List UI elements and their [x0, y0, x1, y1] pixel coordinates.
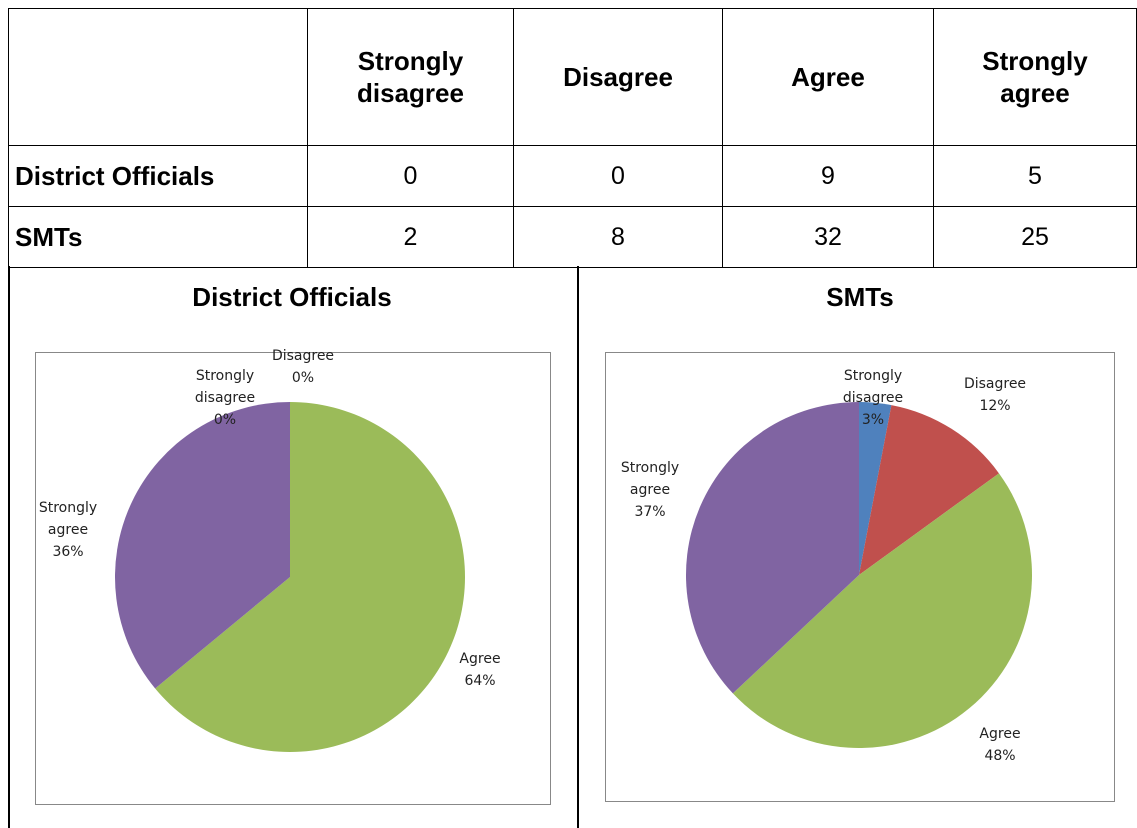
slice-category: Strongly agree — [620, 460, 680, 498]
slice-category: Agree — [979, 726, 1021, 742]
slice-category: Disagree — [963, 376, 1027, 392]
table-row: SMTs 2 8 32 25 — [8, 206, 1137, 268]
divider — [8, 266, 10, 828]
row-label: SMTs — [8, 206, 308, 268]
pie-slice — [685, 402, 859, 694]
header-text: Agree — [791, 62, 865, 92]
slice-value: 0% — [213, 412, 237, 428]
pie-slice — [859, 405, 999, 575]
slice-category: Agree — [459, 651, 501, 667]
chart-frame — [605, 352, 1115, 802]
corner-cell — [8, 8, 308, 146]
chart-title: SMTs — [826, 282, 894, 312]
slice-category: Strongly disagree — [842, 368, 904, 406]
chart-title: District Officials — [192, 282, 392, 312]
slice-label: Agree 64% — [440, 648, 520, 692]
slice-value: 3% — [861, 412, 885, 428]
slice-category: Strongly disagree — [194, 368, 256, 406]
cell: 0 — [307, 145, 514, 207]
divider — [577, 266, 579, 828]
header-text: Strongly agree — [982, 46, 1088, 108]
slice-value: 36% — [52, 544, 84, 560]
slice-value: 0% — [291, 370, 315, 386]
slice-label: Disagree 0% — [263, 345, 343, 389]
pie-slice — [732, 473, 1033, 749]
table-row: District Officials 0 0 9 5 — [8, 145, 1137, 207]
slice-value: 12% — [979, 398, 1011, 414]
slice-label: Strongly agree 36% — [28, 497, 108, 563]
pie-slice — [155, 402, 465, 752]
slice-label: Agree 48% — [960, 723, 1040, 767]
cell: 8 — [513, 206, 723, 268]
cell: 2 — [307, 206, 514, 268]
cell: 5 — [933, 145, 1137, 207]
cell: 25 — [933, 206, 1137, 268]
slice-label: Strongly disagree 3% — [833, 365, 913, 431]
header-cell: Disagree — [513, 8, 723, 146]
cell: 32 — [722, 206, 934, 268]
pie-slice — [115, 402, 290, 689]
slice-label: Strongly agree 37% — [610, 457, 690, 523]
slice-label: Disagree 12% — [955, 373, 1035, 417]
header-text: Strongly disagree — [357, 46, 464, 108]
pie-slice — [859, 402, 892, 575]
chart-frame — [35, 352, 551, 805]
slice-category: Disagree — [271, 348, 335, 364]
slice-label: Strongly disagree 0% — [180, 365, 270, 431]
header-text: Disagree — [563, 62, 673, 92]
row-label: District Officials — [8, 145, 308, 207]
slice-value: 37% — [634, 504, 666, 520]
slice-category: Strongly agree — [38, 500, 98, 538]
slice-value: 48% — [984, 748, 1016, 764]
slice-value: 64% — [464, 673, 496, 689]
header-cell: Strongly agree — [933, 8, 1137, 146]
data-table: Strongly disagree Disagree Agree Strongl… — [8, 8, 1137, 268]
